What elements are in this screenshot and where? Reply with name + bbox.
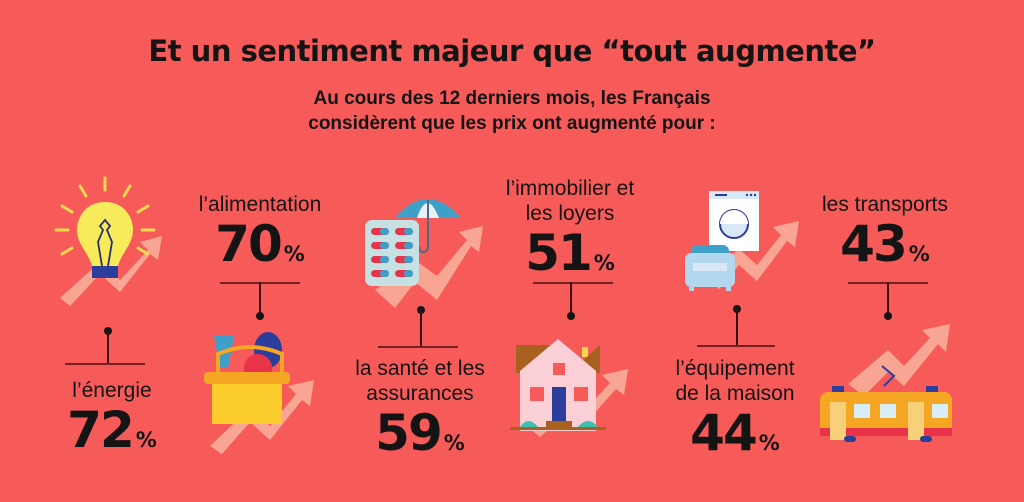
rising-arrow-icon <box>60 236 162 306</box>
stat-energie: l’énergie 72% <box>62 378 162 467</box>
rising-arrow-icon <box>375 226 483 308</box>
subtitle-line-1: Au cours des 12 derniers mois, les Franç… <box>313 88 711 109</box>
rising-arrow-icon <box>210 380 314 454</box>
connector-energie <box>65 327 150 367</box>
subtitle-line-2: considèrent que les prix ont augmenté po… <box>308 113 716 134</box>
rising-arrow-icon <box>848 324 950 396</box>
pill-rows <box>371 228 413 277</box>
house-icon <box>510 339 628 437</box>
stat-label: l’alimentation <box>198 193 322 216</box>
connector-sante <box>378 306 463 348</box>
connector-immobilier <box>533 282 618 322</box>
pills-umbrella-icon <box>365 199 483 308</box>
stat-value: 70% <box>215 215 305 273</box>
stat-alimentation: l’alimentation 70% <box>185 192 335 281</box>
connector-alimentation <box>220 282 305 322</box>
stat-label: l’équipement <box>675 357 795 380</box>
stat-label: la santé et les <box>355 357 485 380</box>
stat-value: 43% <box>840 215 930 273</box>
stat-equipement: l’équipement de la maison 44% <box>670 356 800 470</box>
stat-label: l’immobilier et <box>505 177 635 200</box>
stat-transports: les transports 43% <box>810 192 960 281</box>
stat-label: de la maison <box>675 382 795 405</box>
washing-machine-armchair-icon <box>685 191 799 291</box>
stat-label: les loyers <box>525 202 615 225</box>
stat-value: 44% <box>690 404 780 462</box>
stat-label: l’énergie <box>72 379 152 402</box>
subtitle: Au cours des 12 derniers mois, les Franç… <box>0 86 1024 136</box>
stat-value: 51% <box>525 224 615 282</box>
stat-label: assurances <box>366 382 474 405</box>
stat-value: 59% <box>375 404 465 462</box>
stat-value: 72% <box>67 401 157 459</box>
connector-equipement <box>697 305 782 347</box>
grocery-basket-icon <box>204 332 314 454</box>
stat-immobilier: l’immobilier et les loyers 51% <box>495 176 645 290</box>
stat-sante: la santé et les assurances 59% <box>345 356 495 470</box>
stat-label: les transports <box>821 193 949 216</box>
page-title: Et un sentiment majeur que “tout augment… <box>148 34 876 68</box>
lightbulb-icon <box>54 176 162 306</box>
tram-icon <box>820 324 952 442</box>
connector-transports <box>848 282 933 322</box>
